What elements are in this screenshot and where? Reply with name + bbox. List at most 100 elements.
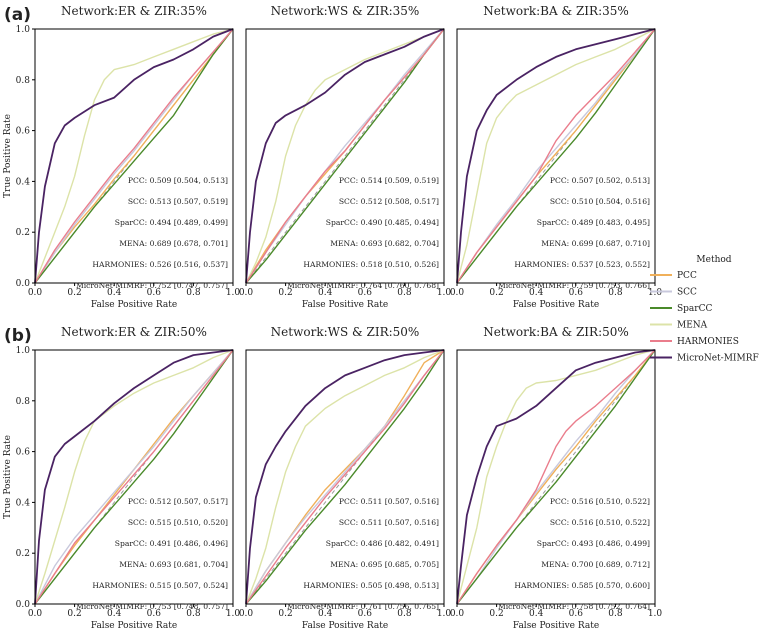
panel-label: (a): [4, 5, 31, 25]
auc-annotation: SCC: 0.515 [0.510, 0.520]: [128, 518, 228, 527]
legend-label: MicroNet-MIMRF: [677, 354, 759, 364]
auc-annotation: PCC: 0.512 [0.507, 0.517]: [128, 497, 228, 506]
x-tick-label: 0.4: [107, 609, 122, 619]
y-tick-label: 0.6: [16, 127, 31, 137]
auc-annotation: MENA: 0.699 [0.687, 0.710]: [541, 239, 650, 248]
roc-curve-harmonies: [34, 349, 234, 605]
roc-curve-harmonies: [34, 28, 234, 284]
x-tick-label: 0.2: [278, 609, 292, 619]
auc-annotation: SCC: 0.512 [0.508, 0.517]: [339, 197, 439, 206]
x-axis-label: False Positive Rate: [91, 300, 177, 310]
roc-curve-scc: [456, 349, 656, 605]
roc-curve-mena: [34, 28, 234, 284]
auc-annotation: MENA: 0.693 [0.681, 0.704]: [119, 560, 228, 569]
x-tick-label: 0.2: [67, 288, 81, 298]
x-tick-label: 0.4: [529, 609, 544, 619]
reference-diagonal: [245, 28, 445, 284]
auc-annotation: MENA: 0.695 [0.685, 0.705]: [330, 560, 439, 569]
auc-annotation: SCC: 0.510 [0.504, 0.516]: [550, 197, 650, 206]
x-tick-label: 0.4: [318, 609, 333, 619]
x-tick-label: 0.8: [186, 288, 201, 298]
panel-title: Network:WS & ZIR:35%: [271, 4, 420, 18]
x-axis-label: False Positive Rate: [302, 300, 388, 310]
roc-curve-sparcc: [456, 349, 656, 605]
auc-annotation: HARMONIES: 0.518 [0.510, 0.526]: [303, 260, 439, 269]
y-tick-label: 0.8: [16, 76, 31, 86]
x-tick-label: 1.0: [226, 609, 241, 619]
roc-curve-sparcc: [456, 28, 656, 284]
roc-curve-sparcc: [34, 349, 234, 605]
roc-curve-micronet-mimrf: [34, 28, 234, 284]
roc-curve-harmonies: [456, 28, 656, 284]
x-tick-label: 0.0: [239, 288, 254, 298]
y-tick-label: 0.6: [16, 448, 31, 458]
x-tick-label: 1.0: [437, 609, 452, 619]
x-tick-label: 0.2: [278, 288, 292, 298]
panel-title: Network:ER & ZIR:50%: [61, 325, 207, 339]
roc-panel: Network:ER & ZIR:50% 0.0 0.2 0.4 0.6 0.8 1.0 0.…: [3, 325, 240, 631]
x-tick-label: 1.0: [437, 288, 452, 298]
legend-label: SparCC: [677, 304, 712, 314]
x-tick-label: 1.0: [226, 288, 241, 298]
auc-annotation: MicroNet-MIMRF: 0.753 [0.748, 0.757]: [76, 602, 228, 611]
auc-annotation: SparCC: 0.494 [0.489, 0.499]: [115, 218, 228, 227]
roc-curve-mena: [245, 349, 445, 605]
y-tick-label: 0.0: [16, 600, 31, 610]
auc-annotation: SparCC: 0.493 [0.486, 0.499]: [537, 539, 650, 548]
panel-label: (b): [4, 326, 32, 346]
auc-annotation: PCC: 0.516 [0.510, 0.522]: [550, 497, 650, 506]
roc-curve-mena: [456, 349, 656, 605]
roc-curve-micronet-mimrf: [456, 349, 656, 605]
auc-annotation: MENA: 0.689 [0.678, 0.701]: [119, 239, 228, 248]
roc-curve-mena: [245, 28, 445, 284]
x-tick-label: 0.2: [489, 288, 503, 298]
x-tick-label: 1.0: [648, 288, 663, 298]
y-tick-label: 0.8: [16, 397, 31, 407]
x-tick-label: 0.0: [239, 609, 254, 619]
x-tick-label: 0.8: [608, 288, 623, 298]
x-tick-label: 0.6: [358, 609, 373, 619]
axes-frame: [245, 28, 445, 284]
axes-frame: [456, 28, 656, 284]
roc-curve-mena: [456, 28, 656, 284]
x-tick-label: 0.4: [107, 288, 122, 298]
reference-diagonal: [456, 349, 656, 605]
roc-curve-scc: [245, 28, 445, 284]
legend-label: SCC: [677, 288, 697, 298]
roc-curve-pcc: [34, 28, 234, 284]
auc-annotation: MicroNet-MIMRF: 0.758 [0.752, 0.764]: [498, 602, 650, 611]
x-tick-label: 0.8: [397, 288, 412, 298]
y-tick-label: 0.2: [16, 549, 30, 559]
roc-curve-micronet-mimrf: [34, 349, 234, 605]
axes-frame: [456, 349, 656, 605]
roc-curve-scc: [245, 349, 445, 605]
roc-curve-sparcc: [34, 28, 234, 284]
roc-curve-harmonies: [456, 349, 656, 605]
roc-panel: Network:ER & ZIR:35% 0.0 0.2 0.4 0.6 0.8 1.0 0.…: [3, 4, 240, 310]
x-tick-label: 0.0: [450, 288, 465, 298]
x-axis-label: False Positive Rate: [302, 621, 388, 631]
legend-title: Method: [696, 255, 731, 265]
roc-curve-harmonies: [245, 28, 445, 284]
roc-panel: Network:BA & ZIR:50% 0.0 0.2 0.4 0.6 0.8 1.0 Fa…: [450, 325, 663, 631]
y-axis-label: True Positive Rate: [3, 114, 13, 198]
y-axis-label: True Positive Rate: [3, 435, 13, 519]
auc-annotation: MicroNet-MIMRF: 0.761 [0.756, 0.765]: [287, 602, 439, 611]
panel-title: Network:ER & ZIR:35%: [61, 4, 207, 18]
x-tick-label: 0.6: [147, 609, 162, 619]
axes-frame: [34, 349, 234, 605]
x-tick-label: 0.4: [529, 288, 544, 298]
panel-title: Network:BA & ZIR:35%: [483, 4, 629, 18]
x-tick-label: 1.0: [648, 609, 663, 619]
y-tick-label: 1.0: [16, 346, 31, 356]
legend-label: PCC: [677, 271, 697, 281]
x-tick-label: 0.6: [569, 609, 584, 619]
roc-curve-micronet-mimrf: [456, 28, 656, 284]
panel-title: Network:WS & ZIR:50%: [271, 325, 420, 339]
x-axis-label: False Positive Rate: [91, 621, 177, 631]
axes-frame: [245, 349, 445, 605]
auc-annotation: SparCC: 0.491 [0.486, 0.496]: [115, 539, 228, 548]
x-tick-label: 0.8: [186, 609, 201, 619]
legend-label: MENA: [677, 321, 708, 331]
x-tick-label: 0.0: [28, 288, 43, 298]
